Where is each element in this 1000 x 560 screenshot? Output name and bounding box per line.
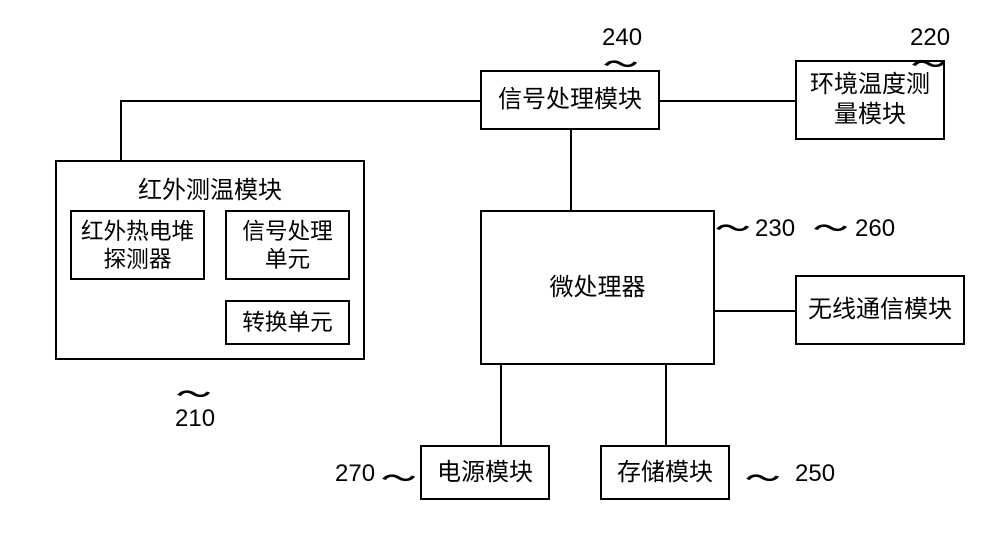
edge-spm-ir-v <box>120 100 122 160</box>
box-label: 微处理器 <box>550 273 646 303</box>
edge-mcu-power <box>500 365 502 445</box>
ref-label-260: 260 <box>855 215 895 243</box>
box-label: 信号处理模块 <box>498 85 642 115</box>
ref-tilde-240: 〜 <box>604 48 638 79</box>
ref-label-210: 210 <box>175 405 215 433</box>
box-signal-processing-module: 信号处理模块 <box>480 70 660 130</box>
box-ir-thermopile-detector: 红外热电堆 探测器 <box>70 210 205 280</box>
edge-mcu-wireless <box>715 310 795 312</box>
ref-tilde-250: 〜 <box>746 462 780 493</box>
ref-label-250: 250 <box>795 460 835 488</box>
box-label: 转换单元 <box>242 308 333 336</box>
box-conversion-unit: 转换单元 <box>225 300 350 345</box>
box-label: 无线通信模块 <box>808 295 952 325</box>
edge-mcu-storage <box>665 365 667 445</box>
box-wireless-comm-module: 无线通信模块 <box>795 275 965 345</box>
box-label: 红外测温模块 <box>57 176 363 206</box>
ref-tilde-210: 〜 <box>177 378 211 409</box>
box-label: 电源模块 <box>437 458 533 488</box>
box-storage-module: 存储模块 <box>600 445 730 500</box>
edge-spm-ambient <box>660 100 795 102</box>
ref-tilde-270: 〜 <box>382 462 416 493</box>
box-label: 红外热电堆 探测器 <box>81 217 194 274</box>
ref-label-230: 230 <box>755 215 795 243</box>
diagram-canvas: 信号处理模块 环境温度测 量模块 红外测温模块 红外热电堆 探测器 信号处理 单… <box>0 0 1000 560</box>
edge-spm-ir-h <box>120 100 480 102</box>
edge-spm-mcu <box>570 130 572 210</box>
box-microprocessor: 微处理器 <box>480 210 715 365</box>
box-label: 信号处理 单元 <box>242 217 333 274</box>
ref-tilde-230: 〜 <box>716 212 750 243</box>
box-power-module: 电源模块 <box>420 445 550 500</box>
ref-tilde-220: 〜 <box>912 48 946 79</box>
ref-tilde-260: 〜 <box>814 212 848 243</box>
ref-label-270: 270 <box>335 460 375 488</box>
box-signal-processing-unit: 信号处理 单元 <box>225 210 350 280</box>
box-label: 环境温度测 量模块 <box>810 70 930 130</box>
box-label: 存储模块 <box>617 458 713 488</box>
